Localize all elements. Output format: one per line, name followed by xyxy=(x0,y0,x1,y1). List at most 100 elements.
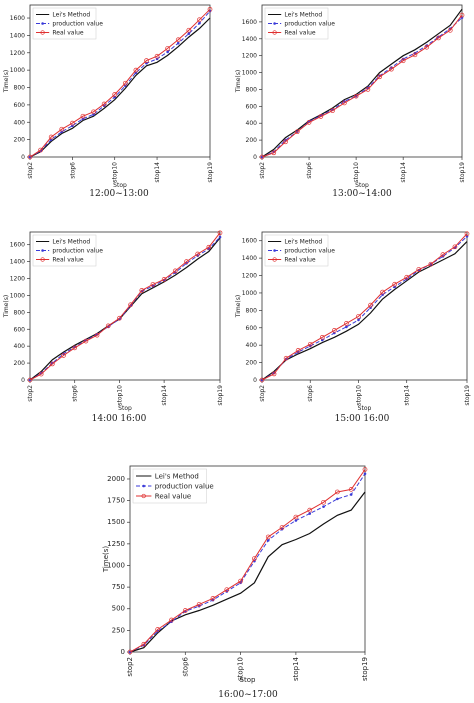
legend-label: production value xyxy=(284,21,335,28)
data-point xyxy=(404,274,410,280)
y-tick-label: 0 xyxy=(253,154,257,161)
data-point xyxy=(197,17,202,23)
y-tick-label: 400 xyxy=(246,120,258,127)
legend-label: Lei's Method xyxy=(52,12,90,19)
data-point xyxy=(91,109,96,115)
legend: Lei's Method production value Real value xyxy=(264,234,335,267)
legend-marker xyxy=(273,249,276,252)
data-point xyxy=(207,6,213,12)
y-tick-label: 800 xyxy=(14,309,26,316)
data-point xyxy=(400,58,406,64)
legend-marker xyxy=(41,22,44,25)
y-tick-label: 800 xyxy=(14,85,26,92)
data-point xyxy=(117,315,122,321)
data-point xyxy=(357,318,360,322)
series-real-value xyxy=(259,231,470,383)
data-point xyxy=(335,489,340,495)
x-tick-label: stop10 xyxy=(112,162,119,183)
y-tick-label: 1400 xyxy=(242,255,257,262)
legend-label: Real value xyxy=(284,30,316,37)
data-point xyxy=(307,507,313,513)
y-tick-label: 250 xyxy=(112,626,125,634)
y-tick-label: 200 xyxy=(14,137,26,144)
legend-marker xyxy=(142,484,145,488)
data-point xyxy=(319,334,325,340)
y-tick-label: 0 xyxy=(21,154,25,161)
x-tick-label: stop14 xyxy=(161,385,168,406)
plot-frame xyxy=(29,231,221,381)
series-line xyxy=(261,17,463,158)
data-point xyxy=(101,101,107,107)
data-point xyxy=(452,244,458,250)
legend: Lei's Method production value Real value xyxy=(132,468,214,504)
data-point xyxy=(198,21,201,25)
y-tick-label: 2000 xyxy=(107,475,125,483)
data-point xyxy=(196,602,202,607)
x-axis-label: Stop xyxy=(358,405,372,412)
chart-caption: 13:00~14:00 xyxy=(332,189,392,199)
y-tick-label: 200 xyxy=(246,137,258,144)
data-point xyxy=(27,377,33,383)
data-point xyxy=(238,578,243,584)
chart-panel-5: 0 250 500 750 1000 1250 1500 1750 2000 stop2 stop6… xyxy=(102,465,369,700)
data-point xyxy=(392,281,397,287)
y-axis-label: Time(s) xyxy=(3,70,10,94)
y-tick-label: 1000 xyxy=(10,67,25,74)
y-axis-label: Time(s) xyxy=(102,546,110,574)
chart-panel-1: 0 200 400 600 800 1000 1200 1400 1600 stop2 stop6 s… xyxy=(3,4,214,199)
x-tick-label: stop10 xyxy=(237,657,245,681)
data-point xyxy=(133,67,139,73)
data-point xyxy=(94,332,100,338)
y-tick-label: 1200 xyxy=(242,273,257,280)
legend-marker xyxy=(41,249,44,252)
y-tick-label: 600 xyxy=(14,326,26,333)
data-point xyxy=(318,114,324,119)
data-point xyxy=(141,641,147,647)
data-point xyxy=(259,154,265,160)
data-point xyxy=(50,361,55,367)
y-tick-label: 1200 xyxy=(10,276,25,283)
data-point xyxy=(283,139,288,145)
x-tick-label: stop19 xyxy=(207,162,214,183)
data-point xyxy=(210,596,216,601)
chart-caption: 14:00 16:00 xyxy=(92,414,147,424)
legend-marker xyxy=(141,493,146,499)
y-tick-label: 400 xyxy=(14,119,26,126)
data-point xyxy=(271,150,277,156)
x-axis-label: Stop xyxy=(240,676,256,684)
x-tick-label: stop14 xyxy=(404,385,411,406)
legend-label: Lei's Method xyxy=(155,472,199,480)
y-tick-label: 1600 xyxy=(10,15,25,22)
y-axis-label: Time(s) xyxy=(3,295,10,319)
data-point xyxy=(377,74,382,80)
legend-marker xyxy=(40,30,45,35)
data-point xyxy=(217,230,223,236)
series-real-value xyxy=(127,467,368,655)
y-tick-label: 1600 xyxy=(242,238,257,245)
data-point xyxy=(80,113,86,119)
x-axis-label: Stop xyxy=(355,182,369,189)
plot-frame xyxy=(129,465,366,653)
y-axis-label: Time(s) xyxy=(235,295,242,319)
y-tick-label: 1400 xyxy=(10,32,25,39)
y-tick-label: 1000 xyxy=(242,70,257,77)
data-point xyxy=(271,371,277,377)
y-tick-label: 1200 xyxy=(10,50,25,57)
data-point xyxy=(122,80,128,86)
data-point xyxy=(440,252,446,257)
x-tick-label: stop2 xyxy=(27,385,34,402)
y-tick-label: 200 xyxy=(14,360,26,367)
legend-label: Lei's Method xyxy=(284,12,322,19)
data-point xyxy=(389,66,394,72)
data-point xyxy=(165,46,170,51)
y-tick-label: 400 xyxy=(246,342,258,349)
x-tick-label: stop6 xyxy=(69,162,76,179)
data-point xyxy=(293,514,299,520)
y-tick-label: 1750 xyxy=(107,497,125,505)
data-point xyxy=(342,100,347,106)
series-line xyxy=(129,469,366,653)
legend-label: production value xyxy=(52,21,103,28)
plot-frame xyxy=(29,4,211,158)
plot-frame xyxy=(261,231,468,381)
data-point xyxy=(428,261,434,267)
